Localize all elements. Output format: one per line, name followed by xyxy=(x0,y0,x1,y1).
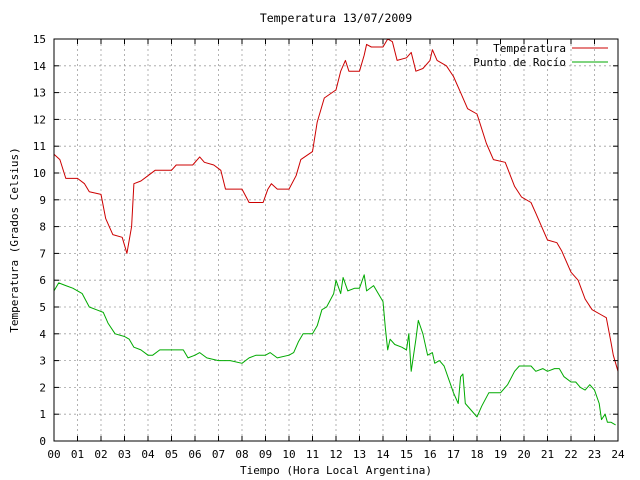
series-line-temperatura xyxy=(53,38,619,372)
x-tick-label: 01 xyxy=(71,448,84,461)
y-tick-label: 0 xyxy=(39,435,46,448)
series-line-punto-de-rocio xyxy=(53,274,616,426)
y-tick-label: 4 xyxy=(39,328,46,341)
x-tick-label: 02 xyxy=(94,448,107,461)
x-tick-label: 07 xyxy=(212,448,225,461)
y-tick-label: 13 xyxy=(33,87,46,100)
chart-title: Temperatura 13/07/2009 xyxy=(260,11,412,25)
y-axis-label: Temperatura (Grados Celsius) xyxy=(8,147,21,332)
x-tick-label: 23 xyxy=(588,448,601,461)
x-tick-label: 12 xyxy=(329,448,342,461)
x-tick-label: 14 xyxy=(376,448,390,461)
x-tick-label: 09 xyxy=(259,448,272,461)
x-tick-label: 22 xyxy=(564,448,577,461)
y-tick-label: 8 xyxy=(39,221,46,234)
legend-label: Punto de Rocío xyxy=(473,56,566,69)
x-tick-label: 13 xyxy=(353,448,366,461)
grid-lines xyxy=(54,39,618,441)
y-tick-label: 9 xyxy=(39,194,46,207)
y-tick-label: 14 xyxy=(33,60,47,73)
x-tick-label: 17 xyxy=(447,448,460,461)
x-tick-label: 04 xyxy=(141,448,155,461)
x-axis-label: Tiempo (Hora Local Argentina) xyxy=(240,464,432,477)
series-layer xyxy=(53,38,619,426)
legend-label: Temperatura xyxy=(493,42,566,55)
x-tick-label: 16 xyxy=(423,448,436,461)
x-tick-label: 08 xyxy=(235,448,248,461)
y-tick-label: 15 xyxy=(33,33,46,46)
y-tick-label: 2 xyxy=(39,381,46,394)
x-tick-label: 06 xyxy=(188,448,201,461)
y-tick-label: 6 xyxy=(39,274,46,287)
x-tick-label: 21 xyxy=(541,448,554,461)
x-tick-label: 10 xyxy=(282,448,295,461)
y-tick-label: 11 xyxy=(33,140,46,153)
x-tick-label: 00 xyxy=(47,448,60,461)
y-tick-label: 5 xyxy=(39,301,46,314)
axis-ticks xyxy=(53,38,619,442)
y-tick-label: 10 xyxy=(33,167,46,180)
x-tick-label: 15 xyxy=(400,448,413,461)
x-tick-label: 18 xyxy=(470,448,483,461)
x-tick-label: 19 xyxy=(494,448,507,461)
x-tick-label: 11 xyxy=(306,448,319,461)
y-tick-label: 7 xyxy=(39,247,46,260)
y-tick-label: 12 xyxy=(33,113,46,126)
x-tick-label: 24 xyxy=(611,448,625,461)
x-tick-label: 03 xyxy=(118,448,131,461)
y-tick-label: 3 xyxy=(39,355,46,368)
x-tick-label: 05 xyxy=(165,448,178,461)
x-tick-label: 20 xyxy=(517,448,530,461)
x-axis-tick-labels: 00 01 02 03 04 05 06 07 08 09 10 11 12 13 14 15 16 17 18 19… xyxy=(47,448,625,461)
y-tick-label: 1 xyxy=(39,408,46,421)
